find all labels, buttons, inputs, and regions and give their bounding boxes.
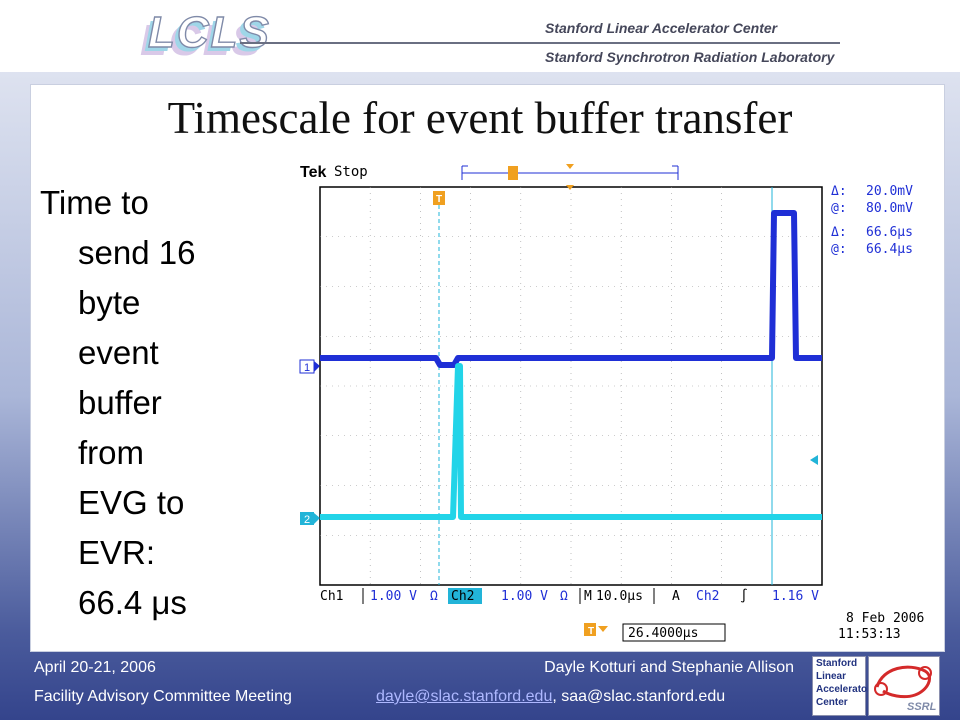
trigger-t-label: T	[436, 194, 442, 205]
oscilloscope-display: Tek Stop T 1 2 Δ: 20.0mV	[299, 164, 924, 642]
timebase-value: 10.0μs	[596, 589, 643, 604]
oscilloscope-screenshot: Tek Stop T 1 2 Δ: 20.0mV	[298, 158, 943, 644]
cursor-at-t: 66.4μs	[866, 242, 913, 257]
trigger-pos-icon-label: T	[588, 626, 594, 637]
trigger-level: 1.16 V	[772, 589, 819, 604]
ch1-coupling: Ω	[430, 589, 438, 604]
trigger-position-marker	[508, 166, 518, 180]
slide-body-text: Time to send 16 byte event buffer from E…	[40, 178, 250, 628]
trigger-t-icon	[433, 191, 445, 205]
delta-t-symbol: Δ:	[831, 225, 847, 240]
ch1-marker-label: 1	[304, 362, 310, 374]
org-line-ssrl: Stanford Synchrotron Radiation Laborator…	[545, 49, 835, 65]
email-link-dayle[interactable]: dayle@slac.stanford.edu	[376, 688, 553, 705]
ch1-ground-arrow	[314, 361, 320, 372]
body-line: Time to	[40, 184, 149, 221]
trigger-slope: ∫	[740, 588, 748, 604]
body-line: from	[78, 434, 144, 471]
ch1-label: Ch1	[320, 589, 343, 604]
cursor-delta-t: 66.6μs	[866, 225, 913, 240]
footer-meeting: Facility Advisory Committee Meeting	[34, 688, 292, 705]
trigger-source: Ch2	[696, 589, 719, 604]
org-line-slac: Stanford Linear Accelerator Center	[545, 20, 778, 36]
footer-emails: dayle@slac.stanford.edu, saa@slac.stanfo…	[376, 688, 725, 706]
trigger-level-marker	[810, 455, 818, 465]
timebase-label: M	[584, 589, 592, 604]
cursor-at-v: 80.0mV	[866, 201, 913, 216]
tek-brand: Tek	[300, 164, 326, 181]
slide-title: Timescale for event buffer transfer	[167, 93, 793, 143]
header-bar	[0, 0, 960, 72]
at-v-symbol: @:	[831, 201, 847, 216]
ch1-scale: 1.00 V	[370, 589, 417, 604]
status-bar: Ch1 1.00 V Ω Ch2 1.00 V Ω M 10.0μs A Ch2…	[320, 588, 819, 604]
at-t-symbol: @:	[831, 242, 847, 257]
horizontal-position-marker	[566, 185, 574, 190]
cursor-delta-v: 20.0mV	[866, 184, 913, 199]
ch2-label-bg	[448, 588, 482, 604]
body-line: event	[78, 334, 159, 371]
ch2-marker-label: 2	[304, 514, 310, 526]
ch2-label: Ch2	[451, 589, 474, 604]
footer-date: April 20-21, 2006	[34, 659, 156, 676]
ssrl-logo-text: SSRL	[907, 701, 937, 713]
body-line: EVR:	[78, 534, 156, 571]
record-view-bracket	[461, 165, 679, 180]
body-line: EVG to	[78, 484, 185, 521]
capture-time: 11:53:13	[838, 627, 901, 642]
ch2-ground-arrow	[314, 513, 320, 524]
ssrl-logo-graphic: SSRL	[874, 665, 937, 713]
body-line: byte	[78, 284, 141, 321]
acquisition-status: Stop	[334, 164, 368, 180]
footer-authors: Dayle Kotturi and Stephanie Allison	[544, 659, 794, 676]
view-center-marker	[566, 164, 574, 169]
lcls-logo: LCLS	[147, 7, 271, 57]
trigger-position-box	[622, 623, 726, 642]
body-line: send 16	[78, 234, 196, 271]
body-line: buffer	[78, 384, 162, 421]
ch2-scale: 1.00 V	[501, 589, 548, 604]
body-line: 66.4 μs	[78, 584, 187, 621]
trigger-pos-arrow	[598, 626, 608, 632]
email-saa: saa@slac.stanford.edu	[561, 688, 726, 705]
header-divider	[240, 42, 840, 44]
slac-logo-line: Stanford	[816, 658, 858, 669]
trigger-mode: A	[672, 589, 680, 604]
slac-logo-line: Center	[816, 697, 848, 708]
slac-logo: Stanford Linear Accelerator Center	[812, 656, 872, 716]
email-separator: ,	[552, 688, 562, 705]
delta-v-symbol: Δ:	[831, 184, 847, 199]
ssrl-logo: SSRL	[868, 656, 940, 716]
slac-logo-line: Accelerator	[816, 684, 872, 695]
slac-logo-line: Linear	[816, 671, 847, 682]
trigger-position-value: 26.4000μs	[628, 626, 698, 641]
ch2-ground-marker	[300, 512, 314, 525]
capture-date: 8 Feb 2006	[846, 611, 924, 626]
ch2-coupling: Ω	[560, 589, 568, 604]
cursor-readouts: Δ: 20.0mV @: 80.0mV Δ: 66.6μs @: 66.4μs	[831, 184, 913, 257]
graticule-grid	[320, 187, 822, 585]
ch1-trace	[320, 210, 822, 368]
ch2-trace	[320, 363, 822, 520]
trigger-pos-icon	[584, 623, 596, 636]
